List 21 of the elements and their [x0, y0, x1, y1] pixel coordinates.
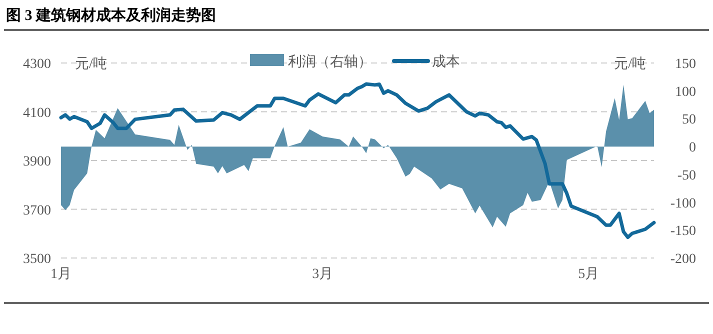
- y2-tick-label: 0: [689, 140, 696, 156]
- y-tick-label: 3500: [23, 252, 51, 267]
- y2-tick-label: 100: [675, 84, 696, 100]
- legend-label: 利润（右轴）: [288, 54, 372, 70]
- y-axis-title: 元/吨: [75, 56, 107, 72]
- chart-title: 图 3 建筑钢材成本及利润走势图: [6, 6, 216, 24]
- y-tick-label: 4100: [23, 106, 51, 121]
- legend-label: 成本: [432, 54, 460, 70]
- y2-tick-label: 150: [675, 57, 696, 72]
- y2-tick-label: -100: [670, 196, 696, 212]
- y2-tick-label: -150: [670, 224, 696, 240]
- y-tick-label: 3900: [23, 154, 51, 170]
- y-tick-label: 3700: [23, 203, 51, 218]
- y2-axis-title: 元/吨: [614, 56, 646, 72]
- y2-tick-label: -50: [677, 168, 696, 184]
- x-tick-label: 5月: [578, 267, 600, 282]
- y-tick-label: 4300: [23, 57, 51, 72]
- y2-tick-label: -200: [670, 252, 696, 267]
- x-tick-label: 1月: [50, 267, 72, 282]
- y2-tick-label: 50: [682, 112, 696, 128]
- x-tick-label: 3月: [312, 267, 334, 282]
